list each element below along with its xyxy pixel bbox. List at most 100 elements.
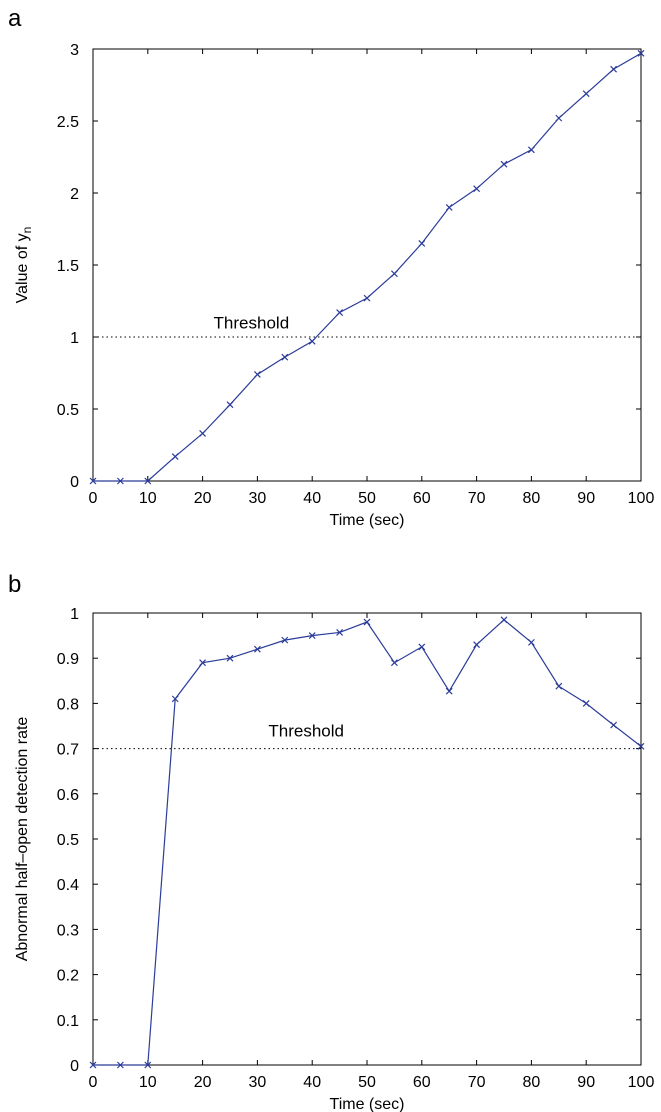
data-point-mark	[336, 309, 344, 316]
data-point	[527, 146, 535, 154]
y-tick-label: 0.2	[57, 968, 79, 985]
data-point-mark	[253, 645, 261, 653]
x-tick-label: 0	[89, 490, 98, 507]
y-axis-label-subscript: n	[20, 227, 34, 234]
data-point	[637, 49, 645, 57]
data-point	[418, 643, 426, 651]
y-tick-label: 0.1	[57, 1013, 79, 1030]
x-tick-label: 90	[577, 490, 595, 507]
data-point	[199, 659, 207, 667]
y-tick-label: 0.6	[57, 787, 79, 804]
data-point-mark	[637, 742, 645, 750]
data-point-mark	[637, 49, 645, 57]
data-point-mark	[527, 146, 535, 154]
data-point	[308, 632, 316, 640]
data-point	[336, 629, 344, 636]
x-tick-label: 70	[468, 490, 486, 507]
data-point-mark	[582, 90, 590, 98]
data-point	[281, 353, 289, 361]
data-point	[336, 309, 344, 316]
data-point-mark	[281, 636, 289, 644]
y-tick-label: 1.5	[57, 258, 79, 275]
y-tick-label: 2.5	[57, 114, 79, 131]
data-point	[253, 371, 261, 378]
y-tick-label: 0	[70, 474, 79, 491]
data-point-mark	[473, 185, 481, 193]
data-point	[281, 636, 289, 644]
panel-a: a 0 10 20 30 40 50 60 70 80 90 100 0 0.5 1 1.5 2 2.5 3 Time…	[8, 5, 654, 529]
data-point-mark	[418, 643, 426, 651]
threshold-label: Threshold	[268, 722, 344, 741]
data-point-mark	[555, 114, 563, 122]
plot-frame	[92, 612, 642, 1066]
data-point	[144, 1061, 152, 1069]
x-tick-label: 80	[523, 1074, 541, 1091]
data-point-mark	[308, 337, 316, 345]
data-point	[116, 1061, 124, 1069]
data-point	[226, 654, 234, 662]
data-point-mark	[116, 477, 124, 485]
data-point	[500, 160, 508, 168]
data-point	[199, 430, 207, 437]
data-point	[500, 616, 508, 624]
data-point-mark	[582, 699, 590, 707]
data-point-mark	[527, 638, 535, 646]
data-point-mark	[473, 641, 481, 649]
data-point	[253, 645, 261, 653]
x-tick-label: 60	[413, 490, 431, 507]
data-point	[363, 618, 371, 626]
y-tick-label: 0.4	[57, 877, 79, 894]
y-tick-label: 0.7	[57, 742, 79, 759]
y-tick-label: 0.5	[57, 402, 79, 419]
data-point-mark	[226, 401, 234, 409]
data-point-mark	[308, 632, 316, 640]
x-tick-label: 60	[413, 1074, 431, 1091]
data-point-mark	[610, 65, 618, 73]
data-point-mark	[253, 371, 261, 378]
y-tick-label: 1	[70, 330, 79, 347]
data-point	[308, 337, 316, 345]
y-tick-label: 0.5	[57, 832, 79, 849]
data-point	[610, 721, 618, 729]
data-point-mark	[144, 1061, 152, 1069]
data-point-mark	[281, 353, 289, 361]
data-point-mark	[171, 695, 179, 703]
data-point-mark	[418, 239, 426, 247]
data-point-mark	[555, 682, 563, 690]
data-point-mark	[336, 629, 344, 636]
x-tick-label: 20	[194, 490, 212, 507]
data-point	[144, 477, 152, 485]
data-point	[445, 203, 453, 211]
plot-frame	[92, 48, 642, 482]
data-point	[390, 659, 398, 667]
x-tick-label: 10	[139, 490, 157, 507]
data-point	[555, 682, 563, 690]
data-point-mark	[89, 477, 97, 485]
data-point	[363, 294, 371, 302]
x-tick-label: 30	[249, 1074, 267, 1091]
y-tick-label: 0	[70, 1058, 79, 1075]
x-tick-label: 100	[628, 1074, 655, 1091]
data-point-mark	[363, 294, 371, 302]
data-point	[473, 641, 481, 649]
y-tick-label: 2	[70, 186, 79, 203]
data-point	[582, 699, 590, 707]
data-point-mark	[390, 270, 398, 278]
data-point	[226, 401, 234, 409]
data-point-mark	[199, 430, 207, 437]
data-point	[473, 185, 481, 193]
data-point-mark	[500, 160, 508, 168]
y-tick-label: 0.8	[57, 696, 79, 713]
data-point	[445, 687, 453, 695]
data-point	[171, 695, 179, 703]
x-tick-label: 50	[358, 1074, 376, 1091]
x-tick-label: 50	[358, 490, 376, 507]
data-point-mark	[144, 477, 152, 485]
x-tick-label: 40	[303, 490, 321, 507]
x-axis-label: Time (sec)	[330, 512, 405, 529]
y-axis-label: Value of yn	[14, 227, 34, 304]
x-tick-label: 40	[303, 1074, 321, 1091]
panel-letter: a	[8, 5, 22, 32]
data-point-mark	[171, 453, 179, 460]
